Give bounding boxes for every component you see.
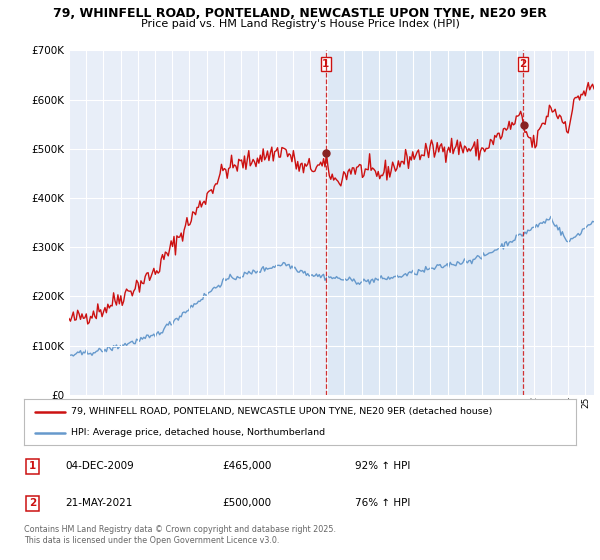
Text: HPI: Average price, detached house, Northumberland: HPI: Average price, detached house, Nort… bbox=[71, 428, 325, 437]
Text: Price paid vs. HM Land Registry's House Price Index (HPI): Price paid vs. HM Land Registry's House … bbox=[140, 19, 460, 29]
Text: 79, WHINFELL ROAD, PONTELAND, NEWCASTLE UPON TYNE, NE20 9ER (detached house): 79, WHINFELL ROAD, PONTELAND, NEWCASTLE … bbox=[71, 407, 492, 416]
Text: Contains HM Land Registry data © Crown copyright and database right 2025.
This d: Contains HM Land Registry data © Crown c… bbox=[24, 525, 336, 545]
Text: 79, WHINFELL ROAD, PONTELAND, NEWCASTLE UPON TYNE, NE20 9ER: 79, WHINFELL ROAD, PONTELAND, NEWCASTLE … bbox=[53, 7, 547, 20]
Text: £465,000: £465,000 bbox=[223, 461, 272, 472]
Text: 21-MAY-2021: 21-MAY-2021 bbox=[65, 498, 133, 508]
Text: 76% ↑ HPI: 76% ↑ HPI bbox=[355, 498, 410, 508]
Text: £500,000: £500,000 bbox=[223, 498, 272, 508]
Text: 2: 2 bbox=[520, 59, 527, 69]
Text: 1: 1 bbox=[322, 59, 329, 69]
Bar bbox=[326, 50, 523, 395]
Text: 1: 1 bbox=[29, 461, 36, 472]
Text: 92% ↑ HPI: 92% ↑ HPI bbox=[355, 461, 410, 472]
Text: 2: 2 bbox=[29, 498, 36, 508]
Text: 04-DEC-2009: 04-DEC-2009 bbox=[65, 461, 134, 472]
